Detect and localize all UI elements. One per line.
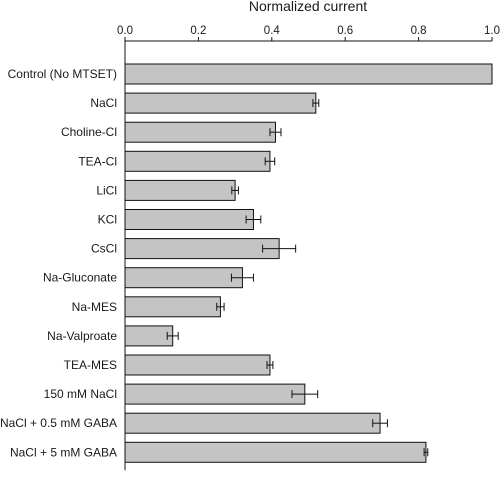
category-label-1: NaCl bbox=[90, 96, 117, 110]
bar-1 bbox=[124, 92, 317, 114]
x-tick-label-1: 0.2 bbox=[190, 25, 206, 37]
bar-6 bbox=[124, 238, 280, 260]
category-label-0: Control (No MTSET) bbox=[8, 67, 117, 81]
category-label-7: Na-Gluconate bbox=[43, 271, 117, 285]
bars bbox=[124, 63, 493, 463]
category-label-8: Na-MES bbox=[72, 300, 117, 314]
error-bar-6 bbox=[262, 244, 297, 253]
x-tick-label-2: 0.4 bbox=[264, 25, 281, 37]
category-label-11: 150 mM NaCl bbox=[44, 387, 117, 401]
bar-9 bbox=[124, 325, 174, 347]
bar-0 bbox=[124, 63, 493, 85]
x-tick-label-5: 1.0 bbox=[484, 25, 500, 37]
error-bar-9 bbox=[166, 331, 179, 340]
error-bar-5 bbox=[245, 215, 262, 224]
bar-3 bbox=[124, 150, 271, 172]
category-label-6: CsCl bbox=[91, 242, 117, 256]
error-bar-10 bbox=[266, 361, 274, 369]
error-bar-1 bbox=[312, 99, 320, 108]
x-tick-label-0: 0.0 bbox=[117, 25, 133, 37]
axis-title: Normalized current bbox=[249, 0, 367, 14]
category-labels: Control (No MTSET) NaCl Choline-Cl TEA-Cl Li… bbox=[0, 67, 117, 459]
error-bar-8 bbox=[216, 302, 225, 311]
bar-2 bbox=[124, 121, 276, 143]
x-tick-label-3: 0.6 bbox=[337, 25, 353, 37]
bar-4 bbox=[124, 179, 236, 201]
bar-13 bbox=[124, 441, 427, 463]
error-bar-2 bbox=[269, 128, 282, 137]
category-label-13: NaCl + 5 mM GABA bbox=[10, 445, 117, 459]
bar-11 bbox=[124, 383, 306, 405]
error-bar-7 bbox=[230, 273, 254, 282]
category-label-4: LiCl bbox=[96, 183, 117, 197]
category-label-9: Na-Valproate bbox=[47, 329, 117, 343]
bar-12 bbox=[124, 412, 381, 434]
bar-7 bbox=[124, 267, 243, 289]
bar-10 bbox=[124, 354, 271, 376]
category-label-2: Choline-Cl bbox=[61, 125, 117, 139]
error-bar-4 bbox=[231, 186, 239, 195]
error-bar-11 bbox=[291, 390, 319, 399]
category-label-10: TEA-MES bbox=[64, 358, 117, 372]
bar-8 bbox=[124, 296, 221, 318]
category-label-12: NaCl + 0.5 mM GABA bbox=[0, 416, 117, 430]
x-tick-label-4: 0.8 bbox=[411, 25, 427, 37]
error-bar-13 bbox=[423, 448, 429, 457]
error-bar-3 bbox=[264, 157, 276, 166]
category-label-3: TEA-Cl bbox=[78, 154, 117, 168]
bar-5 bbox=[124, 209, 254, 230]
error-bar-12 bbox=[372, 419, 388, 428]
category-label-5: KCl bbox=[98, 213, 117, 227]
